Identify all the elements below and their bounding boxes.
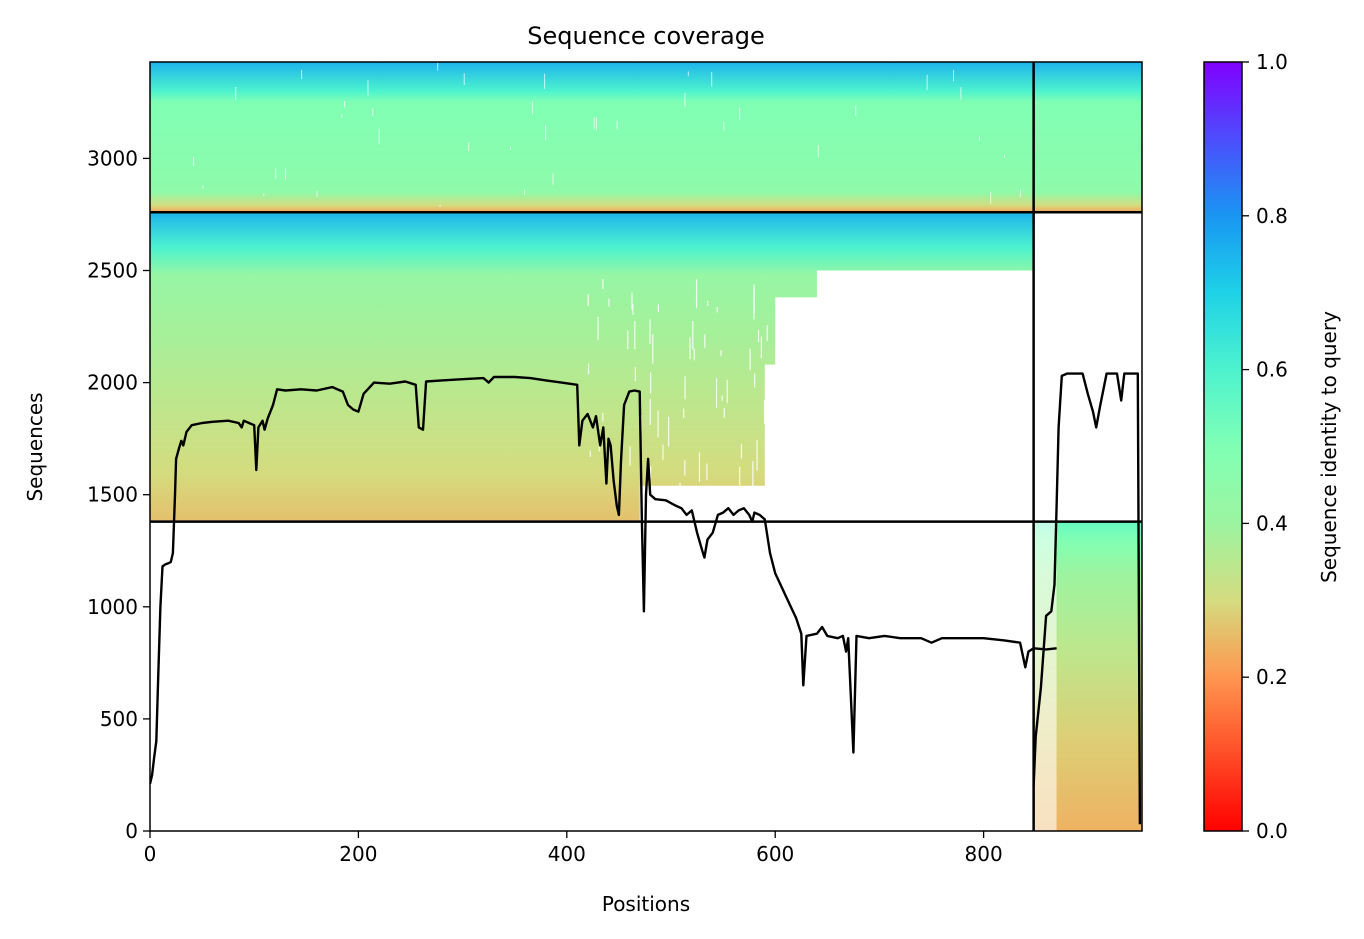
colorbar-tick-label: 0.8 (1256, 204, 1288, 228)
block-dividers (150, 62, 1142, 831)
heatmap-block-top (150, 62, 1142, 213)
x-axis-label: Positions (602, 892, 690, 916)
coverage-line (150, 372, 1142, 825)
x-tick-label: 400 (548, 842, 586, 866)
y-axis: 0 500 1000 1500 2000 2500 3000 (87, 146, 150, 843)
y-tick-label: 500 (100, 707, 138, 731)
colorbar-tick-label: 0.2 (1256, 665, 1288, 689)
colorbar-tick-label: 1.0 (1256, 50, 1288, 74)
colorbar-tick-label: 0.4 (1256, 511, 1288, 535)
x-tick-label: 800 (965, 842, 1003, 866)
y-tick-label: 0 (125, 819, 138, 843)
colorbar: 0.0 0.2 0.4 0.6 0.8 1.0 Sequence identity to … (1203, 50, 1341, 843)
chart-title: Sequence coverage (527, 22, 764, 50)
y-tick-label: 1000 (87, 595, 138, 619)
y-tick-label: 2000 (87, 371, 138, 395)
colorbar-ticks: 0.0 0.2 0.4 0.6 0.8 1.0 (1242, 50, 1288, 843)
y-tick-label: 2500 (87, 259, 138, 283)
y-tick-label: 1500 (87, 483, 138, 507)
x-axis: 0 200 400 600 800 (144, 831, 1003, 866)
coverage-gaps (193, 62, 1057, 831)
x-tick-label: 200 (339, 842, 377, 866)
y-tick-label: 3000 (87, 146, 138, 170)
coverage-heatmap (150, 62, 1142, 831)
x-tick-label: 0 (144, 842, 157, 866)
y-axis-label: Sequences (23, 392, 47, 501)
colorbar-label: Sequence identity to query (1317, 311, 1341, 583)
plot-frame (149, 61, 1143, 832)
heatmap-block-middle (150, 212, 1034, 522)
colorbar-tick-label: 0.6 (1256, 358, 1288, 382)
colorbar-gradient (1203, 61, 1243, 832)
colorbar-tick-label: 0.0 (1256, 819, 1288, 843)
coverage-line-group (150, 372, 1142, 825)
x-tick-label: 600 (756, 842, 794, 866)
